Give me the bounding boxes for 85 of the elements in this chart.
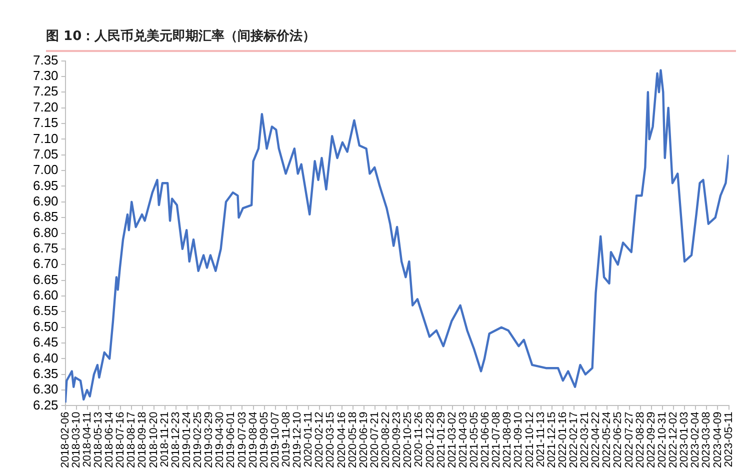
x-tick-label: 2022-05-24 [601, 412, 614, 468]
x-tick-label: 2018-02-06 [59, 412, 72, 468]
x-tick-label: 2022-10-31 [656, 412, 668, 468]
y-tick-label: 7.00 [32, 162, 58, 178]
x-tick-label: 2019-10-07 [269, 412, 282, 468]
x-tick-label: 2018-10-20 [148, 412, 160, 468]
y-tick-label: 6.60 [32, 288, 58, 303]
y-tick-label: 7.15 [32, 115, 58, 130]
y-tick-label: 6.95 [32, 178, 58, 193]
x-tick-label: 2020-02-12 [314, 412, 326, 468]
x-tick-label: 2020-01-11 [302, 412, 315, 468]
y-tick-label: 6.30 [32, 382, 58, 397]
y-tick-label: 6.35 [32, 366, 58, 381]
x-tick-label: 2018-11-21 [158, 412, 171, 468]
y-tick-label: 6.25 [32, 397, 58, 412]
y-tick-label: 7.25 [32, 84, 58, 99]
y-tick-label: 6.80 [32, 224, 58, 240]
y-tick-label: 6.90 [32, 193, 58, 208]
x-tick-label: 2020-05-18 [346, 412, 359, 468]
y-tick-label: 7.30 [32, 68, 58, 84]
x-tick-label: 2020-04-16 [336, 412, 348, 468]
x-tick-label: 2022-12-02 [668, 412, 680, 468]
x-tick-label: 2023-02-04 [690, 412, 702, 468]
x-tick-label: 2019-07-03 [236, 412, 248, 468]
y-tick-label: 7.10 [32, 130, 58, 146]
x-tick-label: 2019-03-29 [203, 412, 216, 468]
x-tick-label: 2021-09-10 [512, 412, 525, 468]
x-tick-label: 2022-03-21 [579, 412, 592, 468]
x-tick-label: 2020-07-21 [368, 412, 381, 468]
y-tick-label: 6.45 [32, 334, 58, 350]
x-tick-label: 2020-12-28 [424, 412, 436, 468]
chart-title: 图 10：人民币兑美元即期汇率（间接标价法） [46, 27, 736, 52]
x-tick-label: 2021-06-06 [480, 412, 492, 468]
x-tick-label: 2018-12-23 [170, 412, 182, 468]
y-tick-label: 7.05 [32, 146, 58, 162]
x-tick-label: 2022-04-22 [590, 412, 602, 468]
x-tick-label: 2021-01-29 [435, 412, 448, 468]
x-tick-label: 2023-03-08 [700, 412, 713, 468]
y-tick-label: 6.55 [32, 303, 58, 318]
x-tick-label: 2023-04-09 [712, 412, 724, 468]
y-tick-label: 6.65 [32, 272, 58, 287]
x-tick-label: 2020-09-23 [391, 412, 404, 468]
x-tick-label: 2022-06-25 [612, 412, 624, 468]
y-tick-label: 6.85 [32, 209, 58, 224]
x-tick-label: 2023-01-03 [678, 412, 691, 468]
x-tick-label: 2023-05-11 [722, 412, 735, 468]
x-tick-label: 2018-07-16 [114, 412, 127, 468]
x-tick-label: 2022-01-16 [556, 412, 569, 468]
x-tick-label: 2020-03-15 [324, 412, 337, 468]
y-tick-label: 6.40 [32, 350, 58, 366]
x-tick-label: 2019-04-30 [214, 412, 226, 468]
x-tick-label: 2019-09-05 [258, 412, 270, 468]
x-tick-label: 2021-07-08 [490, 412, 503, 468]
x-tick-label: 2020-11-26 [413, 412, 426, 468]
y-tick-label: 7.20 [32, 99, 58, 114]
x-tick-label: 2021-08-09 [502, 412, 514, 468]
x-tick-label: 2021-04-03 [457, 412, 470, 468]
y-tick-label: 7.35 [32, 52, 58, 68]
x-tick-label: 2019-01-24 [180, 412, 193, 468]
x-tick-label: 2022-07-27 [623, 412, 636, 468]
x-tick-label: 2020-06-19 [358, 412, 370, 468]
x-tick-label: 2022-02-17 [568, 412, 580, 468]
x-tick-label: 2018-05-13 [92, 412, 105, 468]
x-tick-label: 2019-02-25 [192, 412, 204, 468]
x-tick-label: 2019-06-01 [225, 412, 238, 468]
y-tick-label: 6.50 [32, 318, 58, 334]
x-tick-label: 2018-04-11 [81, 412, 94, 468]
x-tick-label: 2019-11-08 [280, 412, 292, 468]
x-tick-label: 2018-06-14 [104, 412, 116, 468]
y-tick-label: 6.70 [32, 256, 58, 272]
x-tick-label: 2019-08-04 [247, 412, 260, 468]
x-tick-label: 2021-12-15 [546, 412, 558, 468]
x-tick-label: 2022-09-29 [645, 412, 658, 468]
x-tick-label: 2019-12-10 [292, 412, 304, 468]
x-tick-label: 2021-11-13 [534, 412, 547, 468]
x-tick-label: 2021-03-02 [446, 412, 458, 468]
x-tick-label: 2022-08-28 [634, 412, 646, 468]
x-tick-label: 2020-08-22 [380, 412, 392, 468]
x-tick-label: 2018-03-10 [70, 412, 82, 468]
x-tick-label: 2018-08-17 [126, 412, 138, 468]
x-tick-label: 2021-10-12 [524, 412, 536, 468]
x-tick-label: 2018-09-18 [136, 412, 149, 468]
y-tick-label: 6.75 [32, 240, 58, 256]
x-tick-label: 2020-10-25 [402, 412, 414, 468]
x-tick-label: 2021-05-05 [468, 412, 480, 468]
